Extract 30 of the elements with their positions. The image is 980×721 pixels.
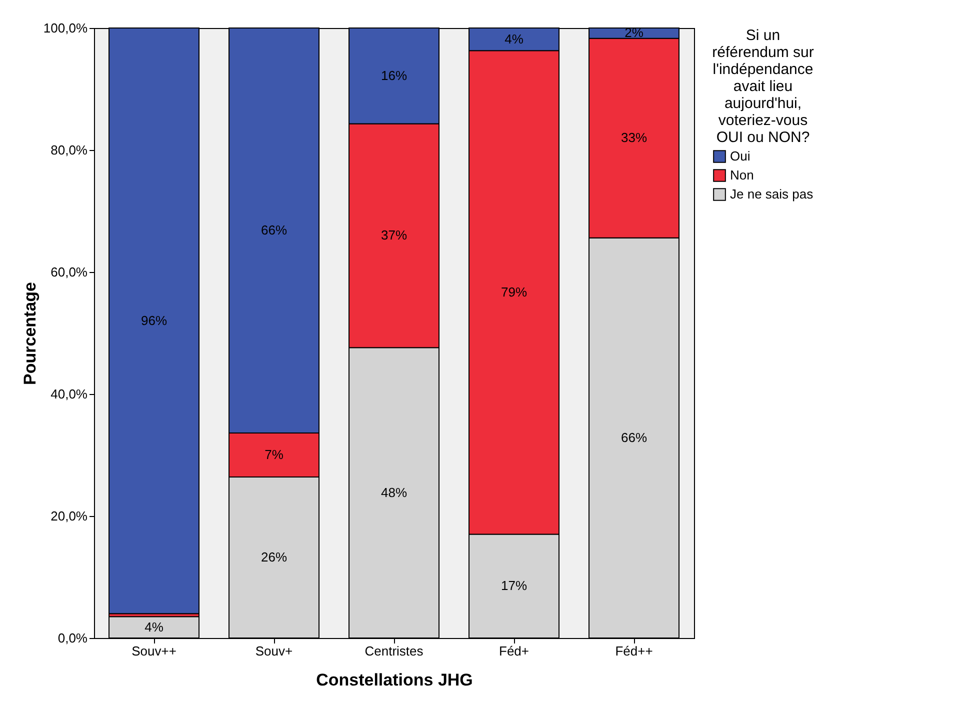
- y-tick-label: 80,0%: [50, 142, 88, 158]
- x-tick-label: Souv++: [132, 644, 176, 658]
- data-label: 17%: [500, 578, 528, 594]
- y-tick-label: 0,0%: [58, 630, 88, 646]
- data-label: 66%: [620, 430, 648, 445]
- x-tick-label: Souv+: [255, 644, 293, 658]
- y-tick-label: 100,0%: [43, 20, 88, 36]
- y-tick-label: 40,0%: [50, 386, 88, 402]
- legend-label: Oui: [730, 148, 750, 164]
- legend-label: Non: [730, 168, 754, 182]
- data-label: 66%: [260, 222, 288, 238]
- data-label: 96%: [140, 312, 168, 328]
- y-axis-title: Pourcentage: [20, 282, 40, 385]
- legend-label: Je ne sais pas: [730, 186, 814, 202]
- data-label: 33%: [620, 130, 648, 146]
- data-label: 16%: [380, 68, 408, 83]
- x-tick-label: Féd++: [615, 644, 653, 658]
- data-label: 26%: [260, 549, 288, 564]
- y-tick-label: 20,0%: [50, 508, 88, 524]
- data-label: 4%: [144, 619, 164, 634]
- data-label: 7%: [264, 447, 284, 462]
- x-axis-title: Constellations JHG: [316, 670, 473, 690]
- data-label: 79%: [500, 284, 528, 300]
- x-tick-label: Centristes: [364, 644, 424, 658]
- data-label: 37%: [380, 228, 408, 243]
- legend-title: Si un référendum sur l'indépendance avait lieu aujourd'hui, voteriez-vous OUI ou NON?: [712, 27, 814, 146]
- data-label: 48%: [380, 484, 408, 500]
- data-label: 4%: [504, 31, 524, 46]
- x-tick-label: Féd+: [499, 644, 529, 658]
- y-tick-label: 60,0%: [50, 264, 88, 280]
